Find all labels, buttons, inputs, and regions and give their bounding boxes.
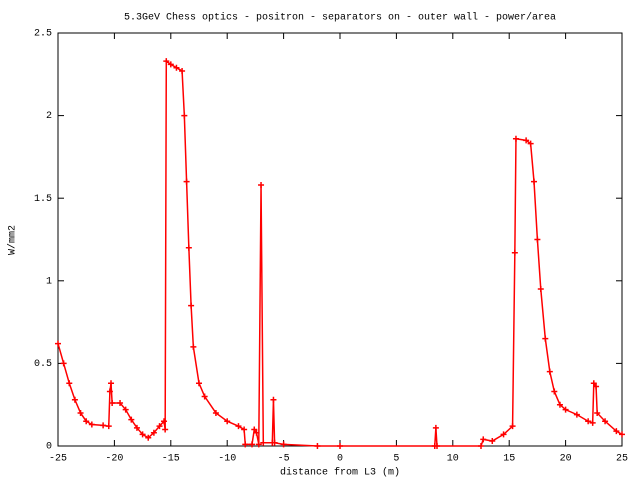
point-marker [593,383,600,390]
point-marker [224,418,231,425]
point-marker [181,112,188,119]
point-marker [128,416,135,423]
point-marker [179,67,186,74]
y-tick-label: 2.5 [34,29,52,40]
point-marker [531,178,538,185]
point-marker [613,428,620,435]
point-marker [589,419,596,426]
point-marker [594,409,601,416]
point-marker [139,431,146,438]
point-marker [551,388,558,395]
point-marker [242,441,249,448]
x-tick-label: -25 [49,454,67,465]
point-marker [88,421,95,428]
x-tick-label: 5 [393,454,399,465]
x-tick-label: 15 [503,454,515,465]
point-marker [534,236,541,243]
point-marker [562,406,569,413]
x-tick-label: 0 [337,454,343,465]
point-marker [258,181,265,188]
point-marker [280,441,287,448]
point-marker [66,380,73,387]
point-marker [83,418,90,425]
point-marker [185,244,192,251]
point-marker [271,439,278,446]
point-marker [270,396,277,403]
point-marker [167,61,174,68]
point-marker [55,340,61,347]
chart-title: 5.3GeV Chess optics - positron - separat… [124,12,556,24]
point-marker [105,423,112,430]
point-marker [106,388,113,395]
point-marker [251,426,258,433]
y-tick-label: 0.5 [34,359,52,370]
y-tick-label: 0 [46,442,52,453]
point-marker [253,429,260,436]
point-marker [100,422,107,429]
x-tick-label: -5 [278,454,290,465]
point-marker [434,443,441,449]
y-tick-label: 1.5 [34,194,52,205]
point-marker [109,400,116,407]
point-marker [260,439,267,446]
x-tick-label: -15 [162,454,180,465]
point-marker [480,436,487,443]
point-marker [585,418,592,425]
point-marker [523,137,530,144]
point-marker [108,380,115,387]
point-marker [537,286,544,293]
point-marker [500,431,507,438]
point-marker [212,409,219,416]
point-marker [188,302,195,309]
point-marker [512,135,519,142]
x-tick-label: -10 [218,454,236,465]
point-marker [590,380,597,387]
point-marker [173,64,180,71]
point-marker [511,249,518,256]
point-marker [478,443,484,449]
point-marker [161,418,168,425]
point-marker [156,423,163,430]
point-marker [190,343,197,350]
point-marker [60,360,67,367]
point-marker [546,368,553,375]
point-marker [235,423,242,430]
point-marker [183,178,190,185]
point-marker [150,429,157,436]
point-marker [489,438,496,445]
point-marker [255,441,262,448]
point-marker [241,426,248,433]
point-marker [314,443,321,449]
x-axis-label: distance from L3 (m) [280,467,400,479]
point-marker [145,434,152,441]
point-marker [117,400,124,407]
point-marker [133,424,140,431]
x-tick-label: 10 [447,454,459,465]
point-marker [602,418,609,425]
y-tick-label: 2 [46,111,52,122]
point-marker [556,401,563,408]
point-marker [432,424,439,431]
point-marker [162,426,169,433]
point-marker [77,409,84,416]
point-marker [527,140,534,147]
x-tick-label: 20 [560,454,572,465]
point-marker [201,393,208,400]
point-marker [122,406,129,413]
point-marker [573,411,580,418]
point-marker [542,335,549,342]
point-marker [196,380,202,387]
point-marker [71,396,78,403]
y-axis-label: W/mm2 [7,225,19,255]
point-marker [249,441,256,448]
point-marker [337,443,343,449]
point-marker [163,58,170,65]
x-tick-label: -20 [105,454,123,465]
point-marker [619,431,625,438]
y-tick-label: 1 [46,276,52,287]
point-marker [509,423,516,430]
x-tick-label: 25 [616,454,628,465]
